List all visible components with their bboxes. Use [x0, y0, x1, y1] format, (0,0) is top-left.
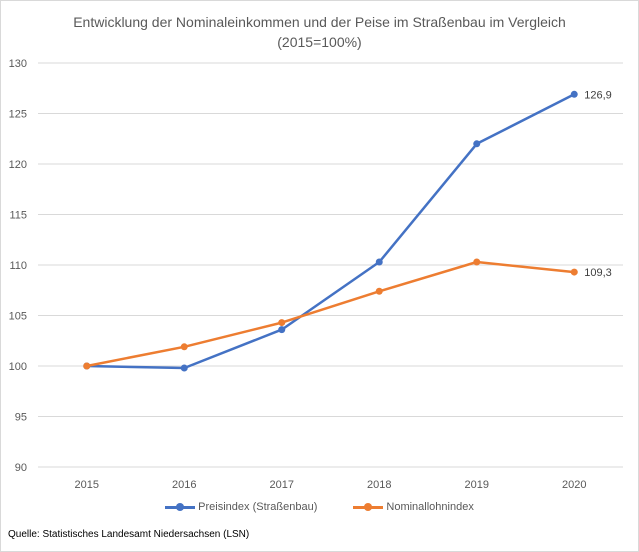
legend-label-nominallohnindex: Nominallohnindex: [386, 501, 474, 513]
chart-title: Entwicklung der Nominaleinkommen und der…: [73, 14, 566, 30]
y-tick-label-110: 110: [9, 260, 27, 272]
data-label-s1: 109,3: [584, 267, 612, 279]
x-tick-label-2019: 2019: [465, 479, 489, 491]
legend-swatch-preisindex: [165, 501, 196, 513]
y-tick-label-100: 100: [9, 361, 27, 373]
y-tick-label-120: 120: [9, 159, 27, 171]
data-point-s0-2017: [278, 326, 286, 334]
x-tick-label-2020: 2020: [562, 479, 586, 491]
data-point-s1-2017: [278, 319, 286, 327]
series-line-1: [85, 260, 576, 368]
x-tick-label-2017: 2017: [270, 479, 294, 491]
series-line-0: [85, 93, 576, 370]
source-note: Quelle: Statistisches Landesamt Niedersa…: [8, 529, 250, 540]
data-label-s0: 126,9: [584, 89, 612, 101]
data-point-s0-2020: [570, 90, 578, 98]
y-tick-label-90: 90: [15, 462, 27, 474]
data-point-s0-2018: [375, 258, 383, 266]
x-tick-label-2018: 2018: [367, 479, 391, 491]
data-point-s0-2019: [473, 140, 481, 148]
data-point-s1-2019: [473, 258, 481, 266]
y-tick-label-115: 115: [9, 210, 27, 222]
data-point-s1-2015: [83, 362, 91, 370]
chart-subtitle: (2015=100%): [277, 34, 362, 50]
y-tick-label-125: 125: [9, 109, 27, 121]
y-tick-label-105: 105: [9, 311, 27, 323]
legend-swatch-nominallohnindex: [353, 501, 384, 513]
legend-label-preisindex: Preisindex (Straßenbau): [198, 501, 318, 513]
chart-legend: Preisindex (Straßenbau) Nominallohnindex: [0, 501, 639, 513]
data-point-s1-2020: [570, 268, 578, 276]
legend-item-preisindex: Preisindex (Straßenbau): [165, 501, 317, 513]
x-tick-label-2016: 2016: [172, 479, 196, 491]
legend-item-nominallohnindex: Nominallohnindex: [353, 501, 474, 513]
y-tick-label-130: 130: [9, 58, 27, 70]
y-tick-label-95: 95: [15, 412, 27, 424]
x-tick-label-2015: 2015: [75, 479, 99, 491]
data-point-s1-2016: [180, 343, 188, 351]
data-point-s1-2018: [375, 287, 383, 295]
data-point-s0-2016: [180, 364, 188, 372]
